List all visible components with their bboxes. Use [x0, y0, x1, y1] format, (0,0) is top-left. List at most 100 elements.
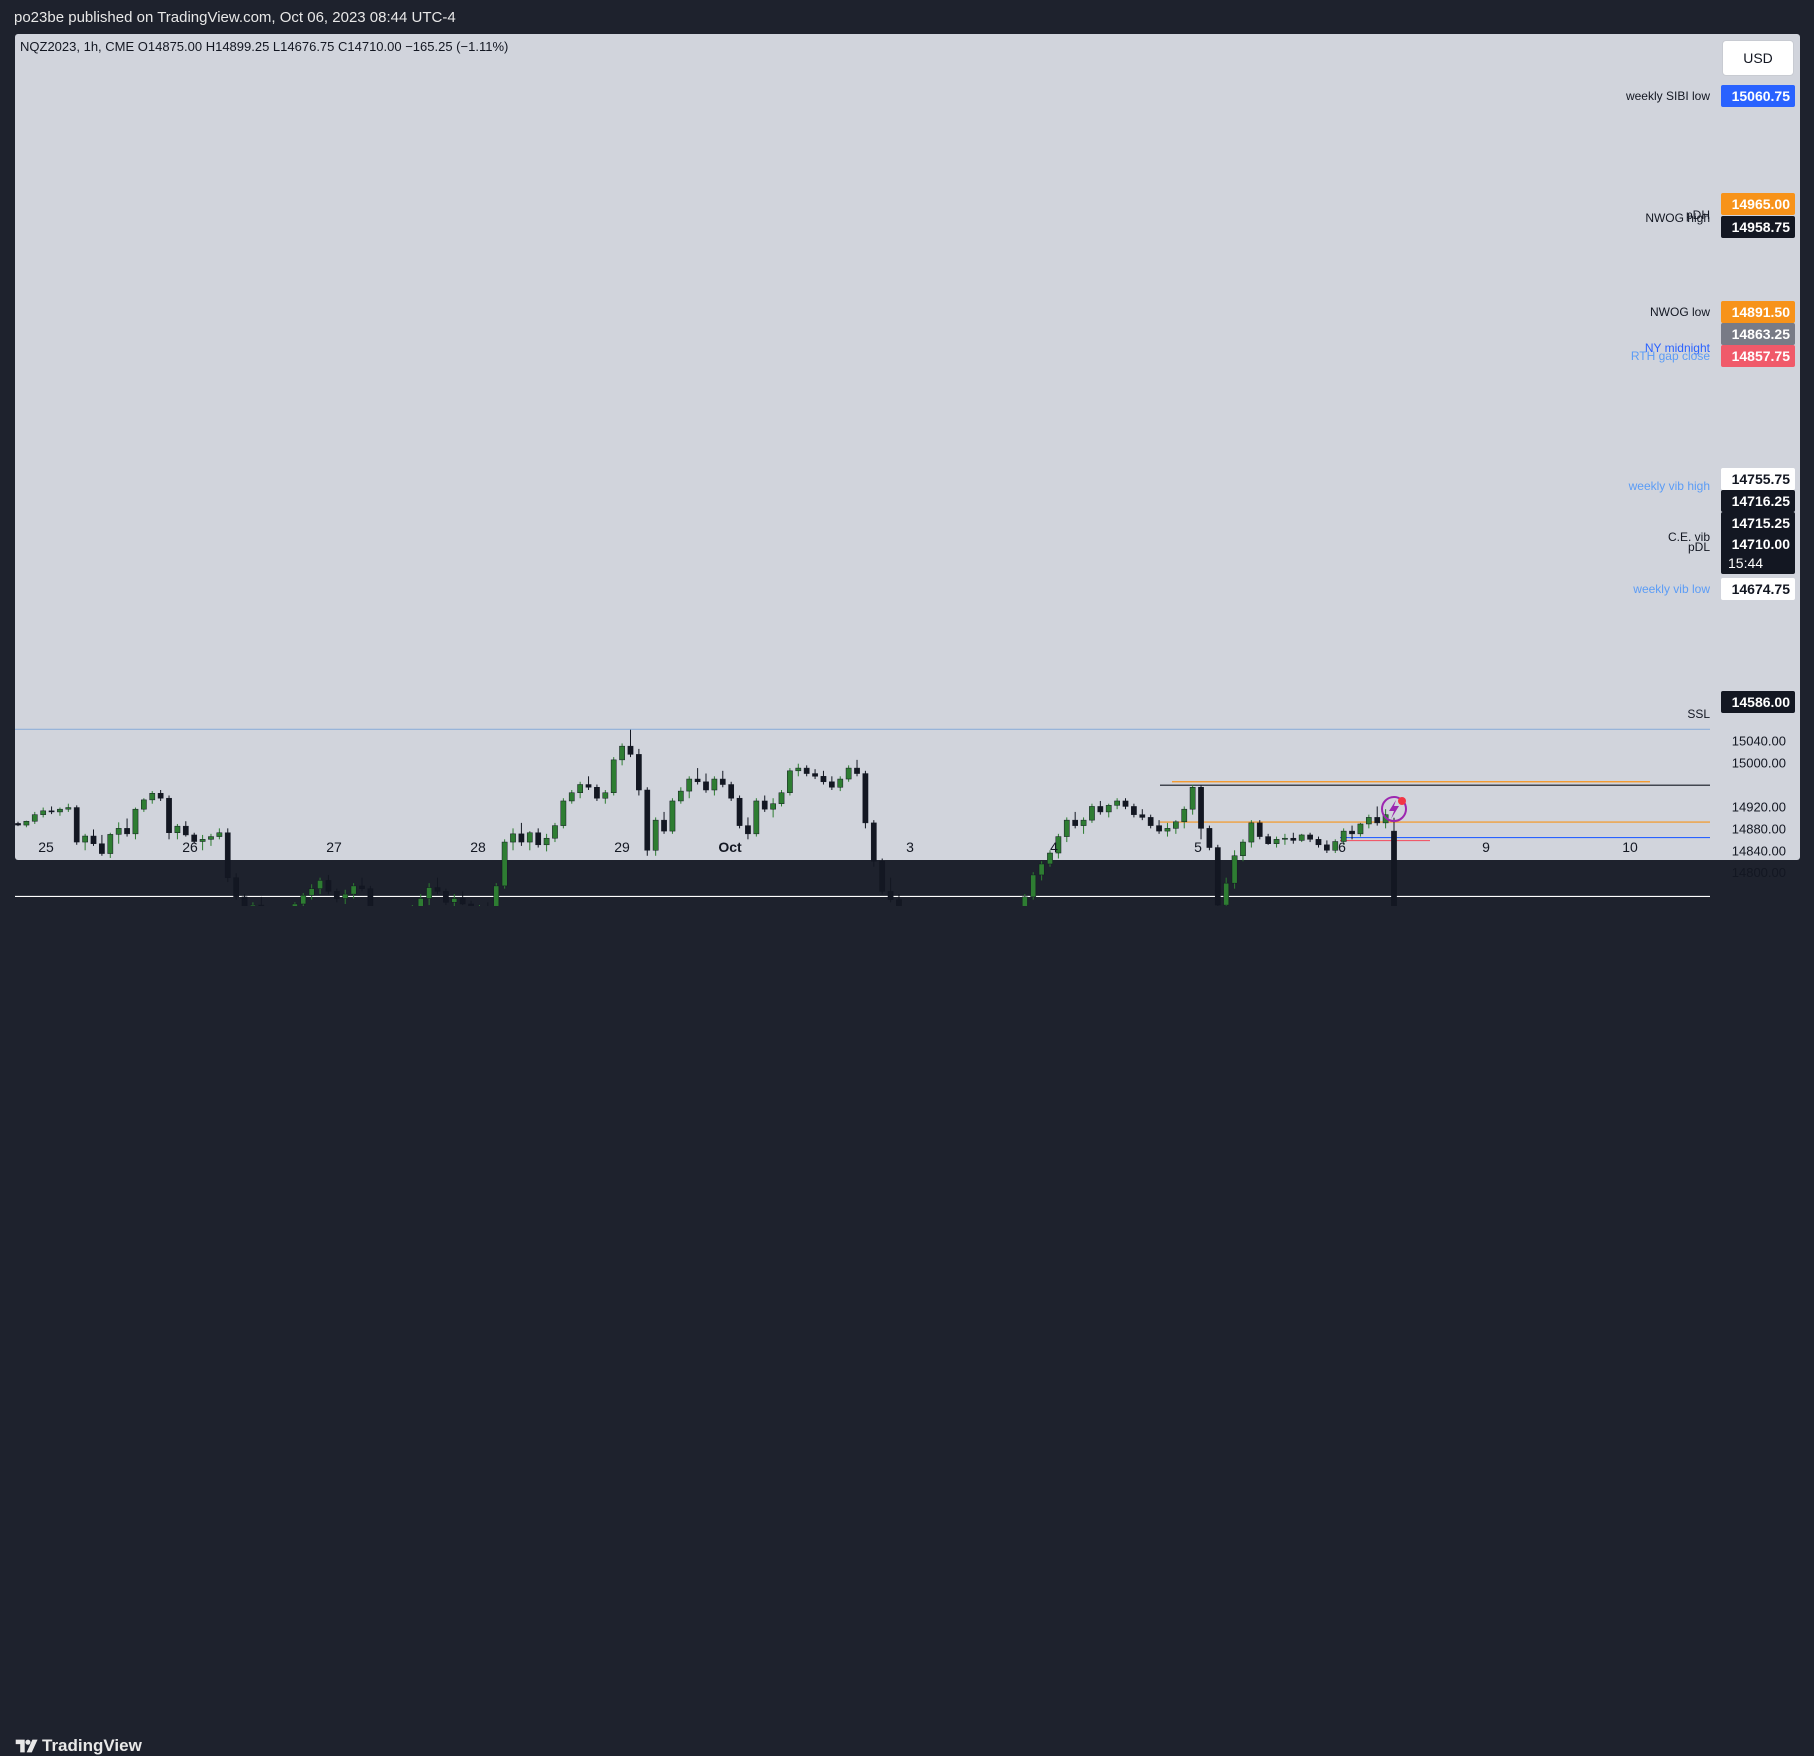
price-badge: [1721, 216, 1795, 238]
candle-body: [15, 823, 21, 826]
countdown-label: 15:44: [1728, 555, 1763, 571]
candle-body: [703, 781, 709, 791]
candle-body: [493, 885, 500, 906]
candle-body: [1105, 805, 1112, 813]
candle-body: [560, 800, 567, 826]
candle-body: [1080, 819, 1087, 826]
candle-body: [40, 810, 47, 815]
candle-body: [359, 885, 365, 889]
time-tick-label: 6: [1338, 839, 1346, 855]
tradingview-brand[interactable]: TradingView: [42, 1736, 142, 1755]
time-tick-label: 5: [1194, 839, 1202, 855]
candle-body: [1097, 806, 1104, 813]
candle-body: [552, 825, 558, 839]
candle-body: [770, 803, 776, 810]
candle-body: [1256, 822, 1263, 837]
candle-body: [350, 885, 357, 895]
price-tick-label: 14840.00: [1732, 843, 1786, 858]
level-name-label: C.E. vib: [1668, 530, 1710, 544]
footer: TradingView: [0, 862, 1814, 1755]
candle-body: [694, 778, 701, 783]
level-name-label: NY midnight: [1645, 341, 1711, 355]
time-axis: 25 26 27 28 29 Oct 3 4 5 6 9 10: [38, 839, 1638, 855]
candle-body: [1290, 837, 1297, 841]
chart-canvas[interactable]: NQZ2023, 1h, CME O14875.00 H14899.25 L14…: [0, 0, 1814, 906]
levels-layer: weekly SIBI low 15060.75 NWOG high 14965.00…: [15, 85, 1795, 898]
price-tick-label: 14880.00: [1732, 821, 1786, 836]
candle-body: [459, 898, 466, 905]
candle-body: [107, 834, 114, 854]
price-badge: [1721, 193, 1795, 215]
candle-body: [568, 792, 575, 802]
candle-body: [1047, 852, 1053, 865]
candle-body: [829, 781, 835, 788]
candle-body: [1391, 830, 1397, 906]
ohlc-legend: NQZ2023, 1h, CME O14875.00 H14899.25 L14…: [20, 39, 508, 54]
time-tick-label: Oct: [718, 839, 742, 855]
candle-body: [778, 792, 785, 804]
candle-body: [1307, 834, 1313, 840]
price-badge: [1721, 85, 1795, 107]
candle-body: [1189, 787, 1196, 810]
candle-body: [610, 759, 617, 793]
price-badge: [1721, 468, 1795, 490]
current-price-badge: [1721, 530, 1795, 574]
candle-body: [233, 877, 239, 898]
candle-body: [149, 793, 156, 801]
candle-body: [535, 832, 542, 846]
candle-body: [787, 770, 793, 793]
candle-body: [636, 754, 642, 791]
candle-body: [1374, 817, 1381, 824]
price-badge-label: 14716.25: [1732, 493, 1791, 509]
candle-body: [1030, 874, 1037, 898]
price-badge: [1721, 301, 1795, 323]
lightning-icon[interactable]: [1381, 796, 1407, 822]
candle-body: [837, 778, 844, 788]
price-badge-label: 14755.75: [1732, 471, 1791, 487]
candle-body: [1089, 806, 1095, 821]
candle-body: [199, 839, 206, 842]
candle-body: [1131, 806, 1137, 815]
time-tick-label: 4: [1050, 839, 1058, 855]
candle-body: [812, 773, 818, 777]
candle-body: [761, 800, 768, 810]
candle-body: [1265, 836, 1271, 844]
candle-body: [115, 828, 122, 835]
currency-button[interactable]: USD: [1722, 40, 1794, 76]
candle-body: [182, 825, 189, 836]
price-tick-label: 15000.00: [1732, 756, 1786, 771]
price-badge-label: 14674.75: [1732, 581, 1791, 597]
candle-body: [191, 834, 198, 842]
candle-body: [1324, 844, 1330, 851]
level-name-label: SSL: [1687, 707, 1710, 721]
candle-body: [342, 893, 349, 899]
price-badge-label: 14965.00: [1732, 196, 1791, 212]
candle-body: [23, 820, 30, 826]
candle-body: [1315, 839, 1322, 846]
price-badge-label: 14857.75: [1732, 348, 1791, 364]
candle-body: [602, 792, 609, 799]
candle-body: [728, 784, 735, 799]
price-tick-label: 14920.00: [1732, 799, 1786, 814]
tradingview-logo-icon[interactable]: [14, 1737, 38, 1755]
candle-body: [1349, 830, 1355, 835]
candle-body: [57, 808, 63, 813]
price-tick-label: 14800.00: [1732, 865, 1786, 880]
price-badge-label: 14586.00: [1732, 694, 1791, 710]
candle-body: [451, 898, 458, 903]
candle-body: [1214, 847, 1221, 906]
time-tick-label: 9: [1482, 839, 1490, 855]
candle-body: [686, 778, 693, 792]
candle-body: [887, 891, 894, 900]
candle-body: [661, 819, 667, 832]
candle-body: [65, 807, 72, 810]
candle-body: [166, 797, 172, 833]
price-axis: 15040.00 15000.00 14920.00 14880.00 14840.00…: [1732, 734, 1786, 881]
candle-body: [1273, 839, 1280, 844]
current-price-label: 14710.00: [1732, 536, 1791, 552]
candle-body: [241, 896, 248, 906]
candles-layer: [15, 729, 1397, 906]
candle-body: [518, 833, 525, 843]
candle-body: [862, 773, 869, 824]
chart-panel[interactable]: [15, 34, 1800, 860]
